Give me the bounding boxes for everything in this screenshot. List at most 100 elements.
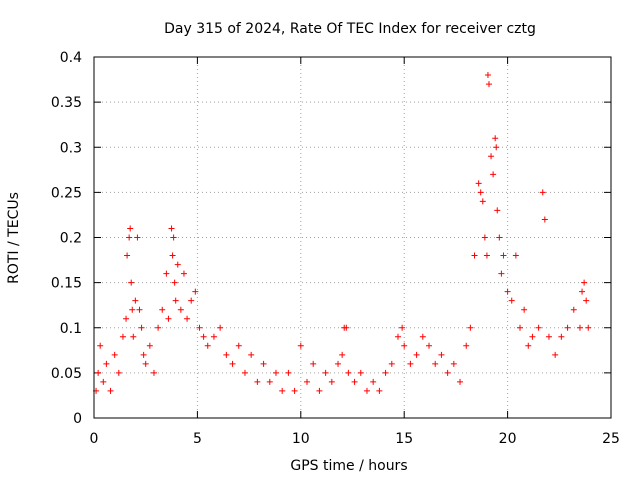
data-point (266, 378, 273, 385)
data-point (525, 342, 532, 349)
data-point (382, 369, 389, 376)
data-point (172, 297, 179, 304)
data-point (235, 342, 242, 349)
data-point (558, 333, 565, 340)
data-point (343, 324, 350, 331)
data-point (494, 207, 501, 214)
data-point (111, 351, 118, 358)
data-point (196, 324, 203, 331)
data-point (432, 360, 439, 367)
x-tick-label: 20 (499, 431, 517, 447)
data-point (512, 252, 519, 259)
data-point (174, 261, 181, 268)
y-tick-label: 0.25 (51, 185, 82, 201)
points-layer (93, 72, 592, 394)
data-point (394, 333, 401, 340)
data-point (407, 360, 414, 367)
data-point (401, 342, 408, 349)
data-point (539, 189, 546, 196)
data-point (204, 342, 211, 349)
data-point (370, 378, 377, 385)
data-point (508, 297, 515, 304)
data-point (168, 225, 175, 232)
y-tick-label: 0.15 (51, 276, 82, 292)
data-point (95, 369, 102, 376)
data-point (483, 252, 490, 259)
data-point (184, 315, 191, 322)
data-point (490, 171, 497, 178)
data-point (475, 180, 482, 187)
data-point (291, 387, 298, 394)
data-point (115, 369, 122, 376)
y-tick-label: 0.05 (51, 366, 82, 382)
x-tick-label: 5 (193, 431, 202, 447)
data-point (485, 81, 492, 88)
data-point (484, 72, 491, 79)
data-point (146, 342, 153, 349)
data-point (188, 297, 195, 304)
data-point (471, 252, 478, 259)
data-point (279, 387, 286, 394)
data-point (171, 279, 178, 286)
data-point (134, 234, 141, 241)
data-point (165, 315, 172, 322)
data-point (150, 369, 157, 376)
y-tick-label: 0 (73, 411, 82, 427)
data-point (223, 351, 230, 358)
x-axis-label: GPS time / hours (290, 458, 407, 474)
data-point (339, 351, 346, 358)
data-point (138, 324, 145, 331)
data-point (438, 351, 445, 358)
data-point (335, 360, 342, 367)
data-point (517, 324, 524, 331)
data-point (488, 153, 495, 160)
data-point (130, 333, 137, 340)
data-point (192, 288, 199, 295)
data-point (140, 351, 147, 358)
data-point (119, 333, 126, 340)
data-point (535, 324, 542, 331)
data-point (260, 360, 267, 367)
data-point (529, 333, 536, 340)
data-point (304, 378, 311, 385)
data-point (272, 369, 279, 376)
data-point (552, 351, 559, 358)
data-point (123, 315, 130, 322)
data-point (316, 387, 323, 394)
data-point (413, 351, 420, 358)
data-point (444, 369, 451, 376)
data-point (570, 306, 577, 313)
data-point (541, 216, 548, 223)
data-point (351, 378, 358, 385)
data-point (132, 297, 139, 304)
y-tick-label: 0.1 (60, 321, 82, 337)
data-point (200, 333, 207, 340)
x-tick-label: 15 (395, 431, 413, 447)
data-point (498, 270, 505, 277)
data-point (297, 342, 304, 349)
data-point (388, 360, 395, 367)
data-point (492, 135, 499, 142)
data-point (463, 342, 470, 349)
data-point (170, 234, 177, 241)
data-point (376, 387, 383, 394)
data-point (479, 198, 486, 205)
data-point (504, 288, 511, 295)
data-point (129, 306, 136, 313)
data-point (107, 387, 114, 394)
data-point (426, 342, 433, 349)
data-point (450, 360, 457, 367)
data-point (103, 360, 110, 367)
data-point (126, 234, 133, 241)
y-axis-label: ROTI / TECUs (6, 192, 22, 284)
data-point (124, 252, 131, 259)
data-point (97, 342, 104, 349)
data-point (363, 387, 370, 394)
data-point (180, 270, 187, 277)
data-point (564, 324, 571, 331)
data-point (583, 297, 590, 304)
data-point (177, 306, 184, 313)
data-point (217, 324, 224, 331)
